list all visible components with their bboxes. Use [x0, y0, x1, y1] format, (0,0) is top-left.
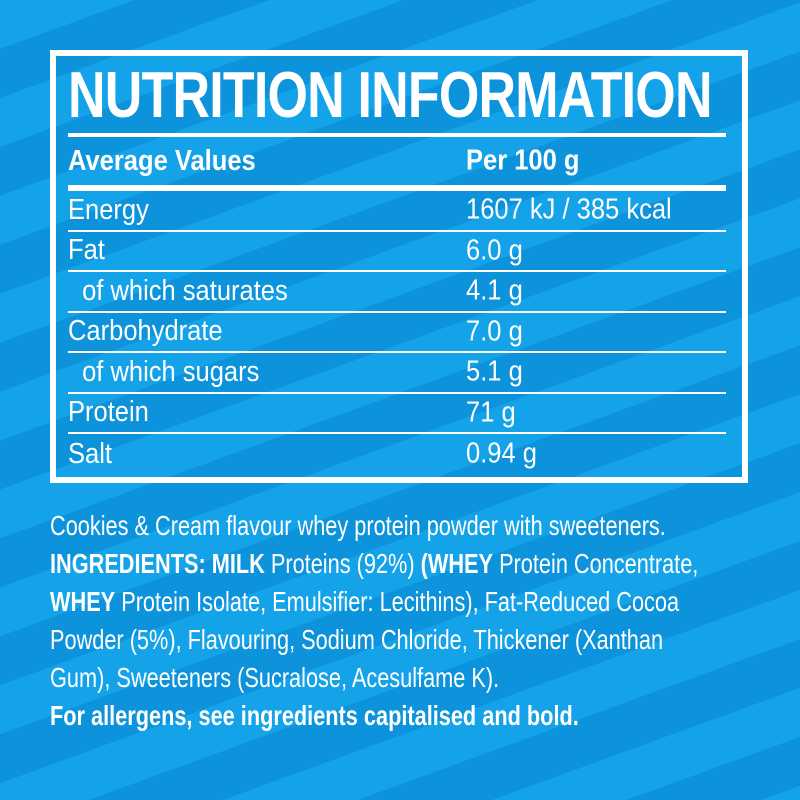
nutrient-value: 71 g [466, 396, 516, 429]
description-text: Protein Isolate, Emulsifier: Lecithins),… [115, 586, 680, 617]
description-line: Gum), Sweeteners (Sucralose, Acesulfame … [50, 659, 745, 697]
nutrient-label: Fat [68, 234, 105, 267]
title-divider [68, 133, 726, 137]
column-header-average-values: Average Values [68, 144, 256, 177]
nutrition-row: of which sugars 5.1 g [68, 353, 726, 394]
description-text: Powder (5%), Flavouring, Sodium Chloride… [50, 624, 664, 655]
column-header-per-100g: Per 100 g [466, 144, 580, 177]
description-text-bold: For allergens, see ingredients capitalis… [50, 700, 579, 731]
description-text: Protein Concentrate, [493, 548, 699, 579]
description-text: Gum), Sweeteners (Sucralose, Acesulfame … [50, 662, 500, 693]
nutrition-title-text: NUTRITION INFORMATION [68, 58, 713, 131]
nutrition-row: of which saturates 4.1 g [68, 272, 726, 313]
nutrient-label: Carbohydrate [68, 315, 223, 348]
nutrition-row: Salt 0.94 g [68, 434, 726, 474]
description-text: Proteins (92%) [264, 548, 421, 579]
description-line: INGREDIENTS: MILK Proteins (92%) (WHEY P… [50, 545, 745, 583]
nutrition-row: Energy 1607 kJ / 385 kcal [68, 191, 726, 232]
description-text-bold: WHEY [50, 586, 116, 617]
description-text: Cookies & Cream flavour whey protein pow… [50, 510, 666, 541]
description-block: Cookies & Cream flavour whey protein pow… [50, 507, 745, 735]
nutrient-label: Protein [68, 396, 149, 429]
nutrition-row: Protein 71 g [68, 394, 726, 434]
nutrition-title: NUTRITION INFORMATION [68, 59, 800, 131]
description-line: Powder (5%), Flavouring, Sodium Chloride… [50, 621, 745, 659]
nutrition-panel: NUTRITION INFORMATION Average Values Per… [50, 50, 748, 483]
description-line: WHEY Protein Isolate, Emulsifier: Lecith… [50, 583, 745, 621]
nutrient-label: Salt [68, 437, 112, 470]
nutrient-value: 0.94 g [466, 437, 537, 470]
nutrient-value: 5.1 g [466, 355, 523, 388]
nutrient-value: 1607 kJ / 385 kcal [466, 193, 672, 226]
nutrition-row: Fat 6.0 g [68, 232, 726, 272]
description-text-bold: INGREDIENTS: MILK [50, 548, 265, 579]
nutrient-value: 7.0 g [466, 315, 523, 348]
column-header-row: Average Values Per 100 g [68, 140, 726, 182]
nutrient-label: of which sugars [82, 355, 260, 388]
description-line: For allergens, see ingredients capitalis… [50, 697, 745, 735]
nutrient-label: of which saturates [82, 274, 288, 307]
nutrient-label: Energy [68, 193, 149, 226]
description-line: Cookies & Cream flavour whey protein pow… [50, 507, 745, 545]
nutrient-value: 4.1 g [466, 274, 523, 307]
nutrient-value: 6.0 g [466, 234, 523, 267]
nutrition-row: Carbohydrate 7.0 g [68, 313, 726, 353]
nutrition-table-body: Energy 1607 kJ / 385 kcal Fat 6.0 g of which… [68, 185, 726, 474]
description-text-bold: (WHEY [420, 548, 494, 579]
